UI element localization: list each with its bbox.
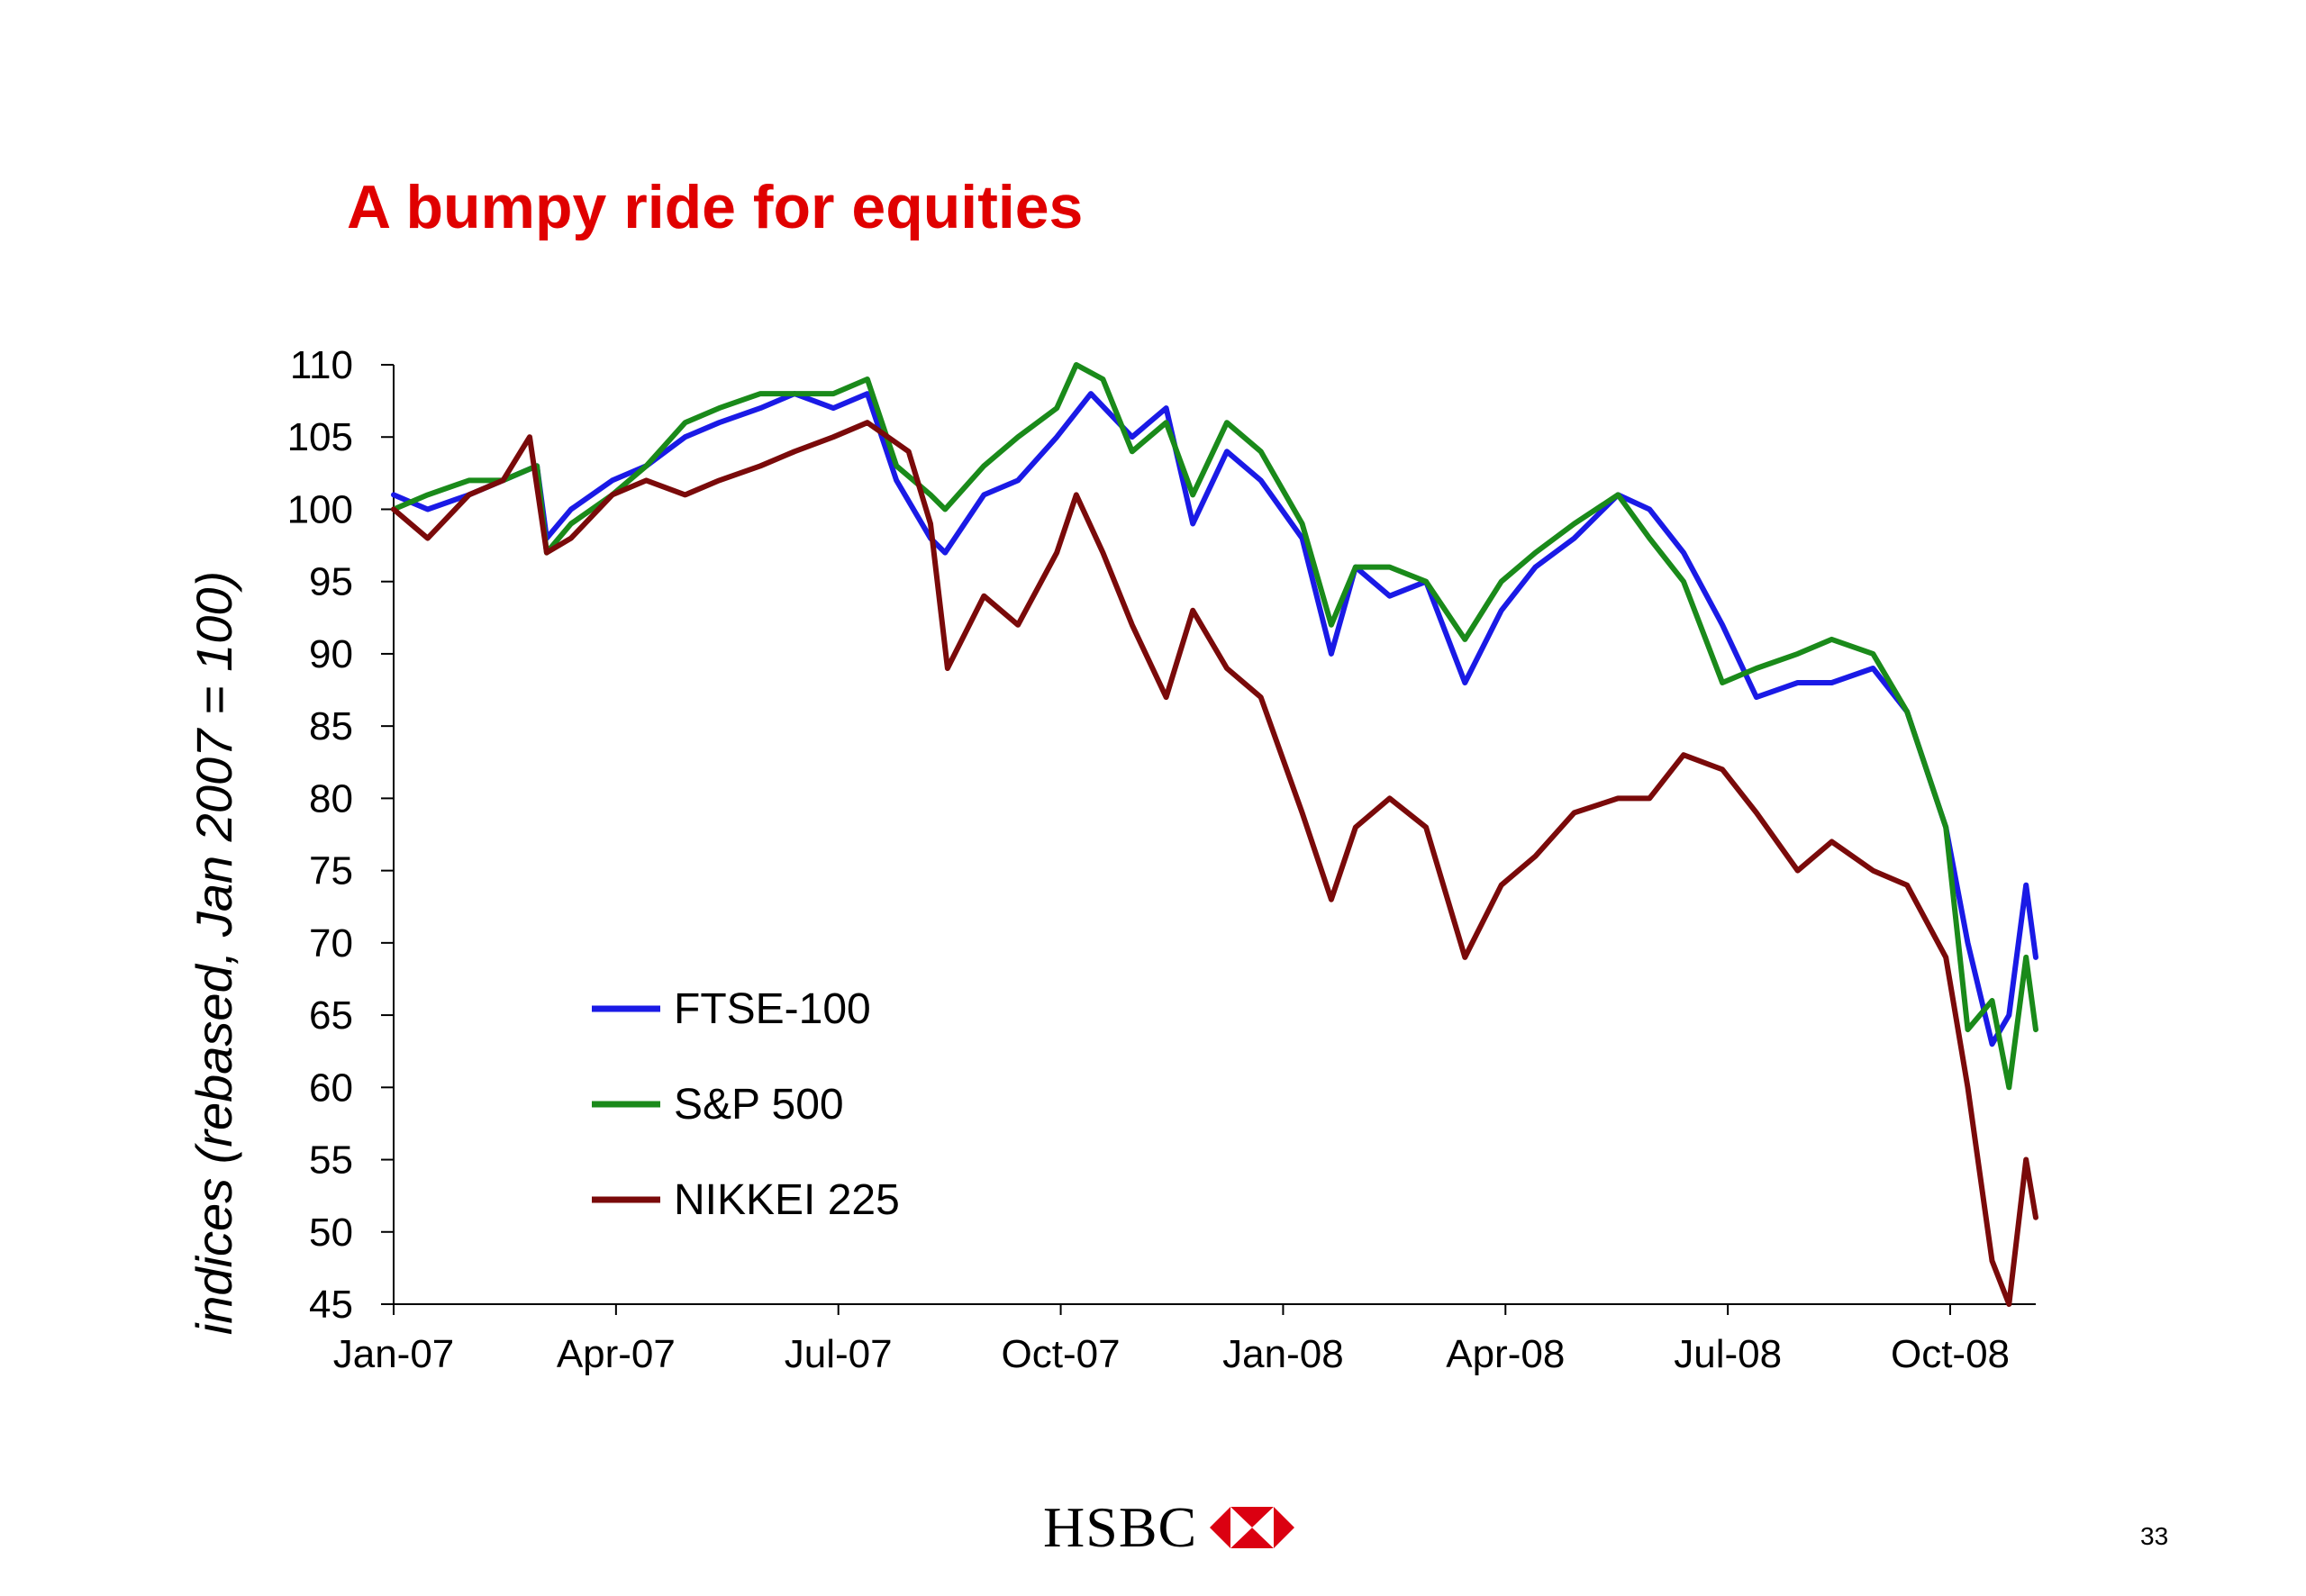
- x-tick-label: Jan-08: [1222, 1332, 1344, 1376]
- y-tick-label: 85: [309, 704, 353, 748]
- series-line-s-p-500: [391, 362, 2038, 1091]
- y-tick-label: 60: [309, 1066, 353, 1110]
- y-tick-label: 50: [309, 1211, 353, 1255]
- page-number: 33: [2140, 1522, 2169, 1550]
- legend-label-s-p-500: S&P 500: [674, 1081, 844, 1129]
- y-tick-label: 90: [309, 632, 353, 676]
- y-tick-label: 95: [309, 560, 353, 604]
- brand: HSBC: [1043, 1495, 1295, 1559]
- series-line-ftse-100: [391, 391, 2038, 1047]
- series-line-nikkei-225: [391, 420, 2038, 1307]
- y-tick-label: 45: [309, 1283, 353, 1327]
- x-tick-label: Jan-07: [333, 1332, 455, 1376]
- x-tick-label: Jul-07: [785, 1332, 893, 1376]
- x-tick-label: Apr-08: [1446, 1332, 1565, 1376]
- y-tick-label: 65: [309, 993, 353, 1038]
- y-tick-label: 110: [290, 343, 353, 387]
- brand-name: HSBC: [1043, 1495, 1198, 1559]
- y-tick-label: 100: [287, 487, 353, 531]
- y-axis-label: indices (rebased, Jan 2007 = 100): [186, 571, 242, 1335]
- x-tick-label: Oct-08: [1891, 1332, 2010, 1376]
- legend-label-ftse-100: FTSE-100: [674, 985, 871, 1033]
- y-tick-label: 105: [287, 415, 353, 459]
- y-tick-label: 70: [309, 921, 353, 966]
- y-tick-label: 55: [309, 1138, 353, 1183]
- y-tick-label: 75: [309, 849, 353, 893]
- hsbc-logo-icon: [1210, 1507, 1295, 1548]
- x-tick-label: Oct-07: [1002, 1332, 1121, 1376]
- x-tick-label: Jul-08: [1674, 1332, 1782, 1376]
- slide-title: A bumpy ride for equities: [347, 173, 1084, 241]
- legend-label-nikkei-225: NIKKEI 225: [674, 1176, 900, 1224]
- y-tick-label: 80: [309, 776, 353, 821]
- x-tick-label: Apr-07: [557, 1332, 676, 1376]
